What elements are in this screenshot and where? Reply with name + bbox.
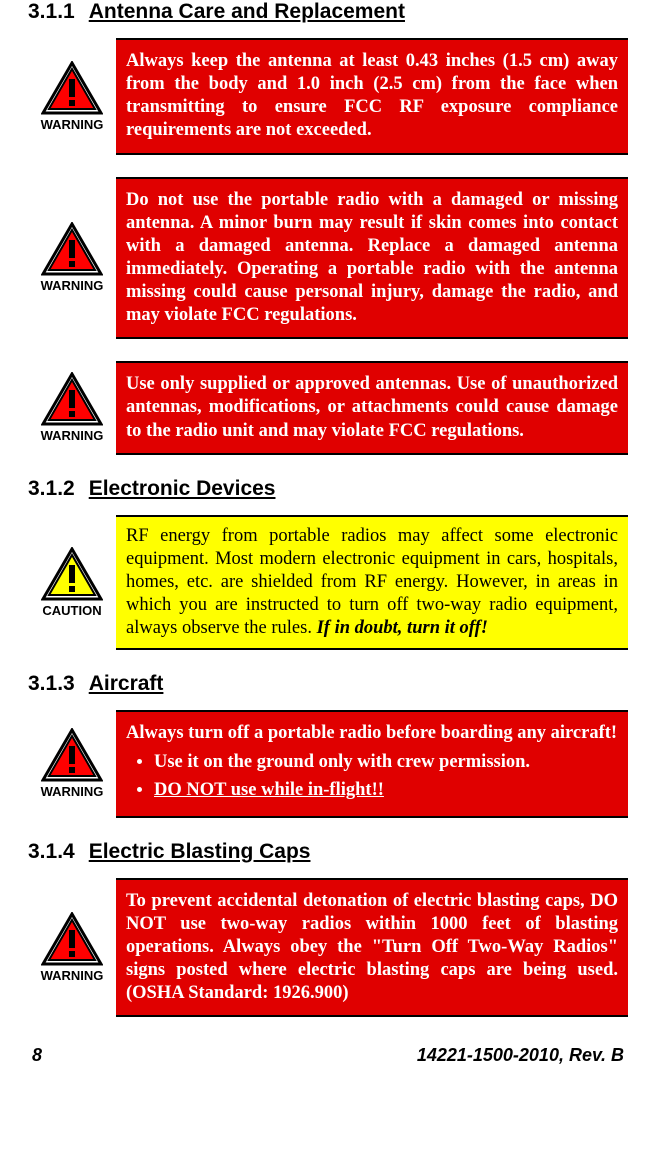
caution-callout: CAUTION RF energy from portable radios m… <box>28 515 628 651</box>
section-number: 3.1.2 <box>28 477 75 501</box>
warning-triangle-icon <box>41 222 103 276</box>
warning-label: WARNING <box>41 117 104 132</box>
caution-icon-col: CAUTION <box>28 515 116 651</box>
section-number: 3.1.1 <box>28 0 75 24</box>
warning-callout: WARNING Always keep the antenna at least… <box>28 38 628 155</box>
warning-triangle-icon <box>41 61 103 115</box>
warning-icon-col: WARNING <box>28 710 116 817</box>
section-heading-electronic: 3.1.2 Electronic Devices <box>28 477 628 501</box>
warning-icon-col: WARNING <box>28 177 116 340</box>
warning-text: To prevent accidental detonation of elec… <box>116 878 628 1018</box>
warning-intro: Always turn off a portable radio before … <box>126 723 617 743</box>
caution-triangle-icon <box>41 547 103 601</box>
warning-label: WARNING <box>41 428 104 443</box>
section-number: 3.1.4 <box>28 840 75 864</box>
page-number: 8 <box>32 1045 42 1066</box>
warning-callout: WARNING Always turn off a portable radio… <box>28 710 628 817</box>
warning-triangle-icon <box>41 912 103 966</box>
section-title: Electronic Devices <box>89 477 276 500</box>
warning-bullet-underline: DO NOT use while in-flight!! <box>154 780 384 800</box>
warning-triangle-icon <box>41 372 103 426</box>
warning-label: WARNING <box>41 784 104 799</box>
warning-triangle-icon <box>41 728 103 782</box>
section-heading-blasting: 3.1.4 Electric Blasting Caps <box>28 840 628 864</box>
section-heading-aircraft: 3.1.3 Aircraft <box>28 672 628 696</box>
section-title: Antenna Care and Replacement <box>89 0 405 23</box>
warning-icon-col: WARNING <box>28 38 116 155</box>
warning-bullet: DO NOT use while in-flight!! <box>154 779 618 802</box>
warning-callout: WARNING To prevent accidental detonation… <box>28 878 628 1018</box>
warning-bullet: Use it on the ground only with crew perm… <box>154 751 618 774</box>
warning-text: Always turn off a portable radio before … <box>116 710 628 817</box>
caution-text-emphasis: If in doubt, turn it off! <box>317 618 488 638</box>
warning-icon-col: WARNING <box>28 361 116 454</box>
warning-label: WARNING <box>41 968 104 983</box>
section-title: Aircraft <box>89 672 164 695</box>
warning-callout: WARNING Use only supplied or approved an… <box>28 361 628 454</box>
warning-callout: WARNING Do not use the portable radio wi… <box>28 177 628 340</box>
section-heading-antenna: 3.1.1 Antenna Care and Replacement <box>28 0 628 24</box>
warning-text: Use only supplied or approved antennas. … <box>116 361 628 454</box>
page-footer: 8 14221-1500-2010, Rev. B <box>28 1045 628 1066</box>
warning-text: Always keep the antenna at least 0.43 in… <box>116 38 628 155</box>
warning-label: WARNING <box>41 278 104 293</box>
warning-icon-col: WARNING <box>28 878 116 1018</box>
section-title: Electric Blasting Caps <box>89 840 311 863</box>
section-number: 3.1.3 <box>28 672 75 696</box>
caution-text: RF energy from portable radios may affec… <box>116 515 628 651</box>
warning-bullet-list: Use it on the ground only with crew perm… <box>126 751 618 801</box>
caution-label: CAUTION <box>42 603 101 618</box>
document-id: 14221-1500-2010, Rev. B <box>417 1045 624 1066</box>
warning-text: Do not use the portable radio with a dam… <box>116 177 628 340</box>
